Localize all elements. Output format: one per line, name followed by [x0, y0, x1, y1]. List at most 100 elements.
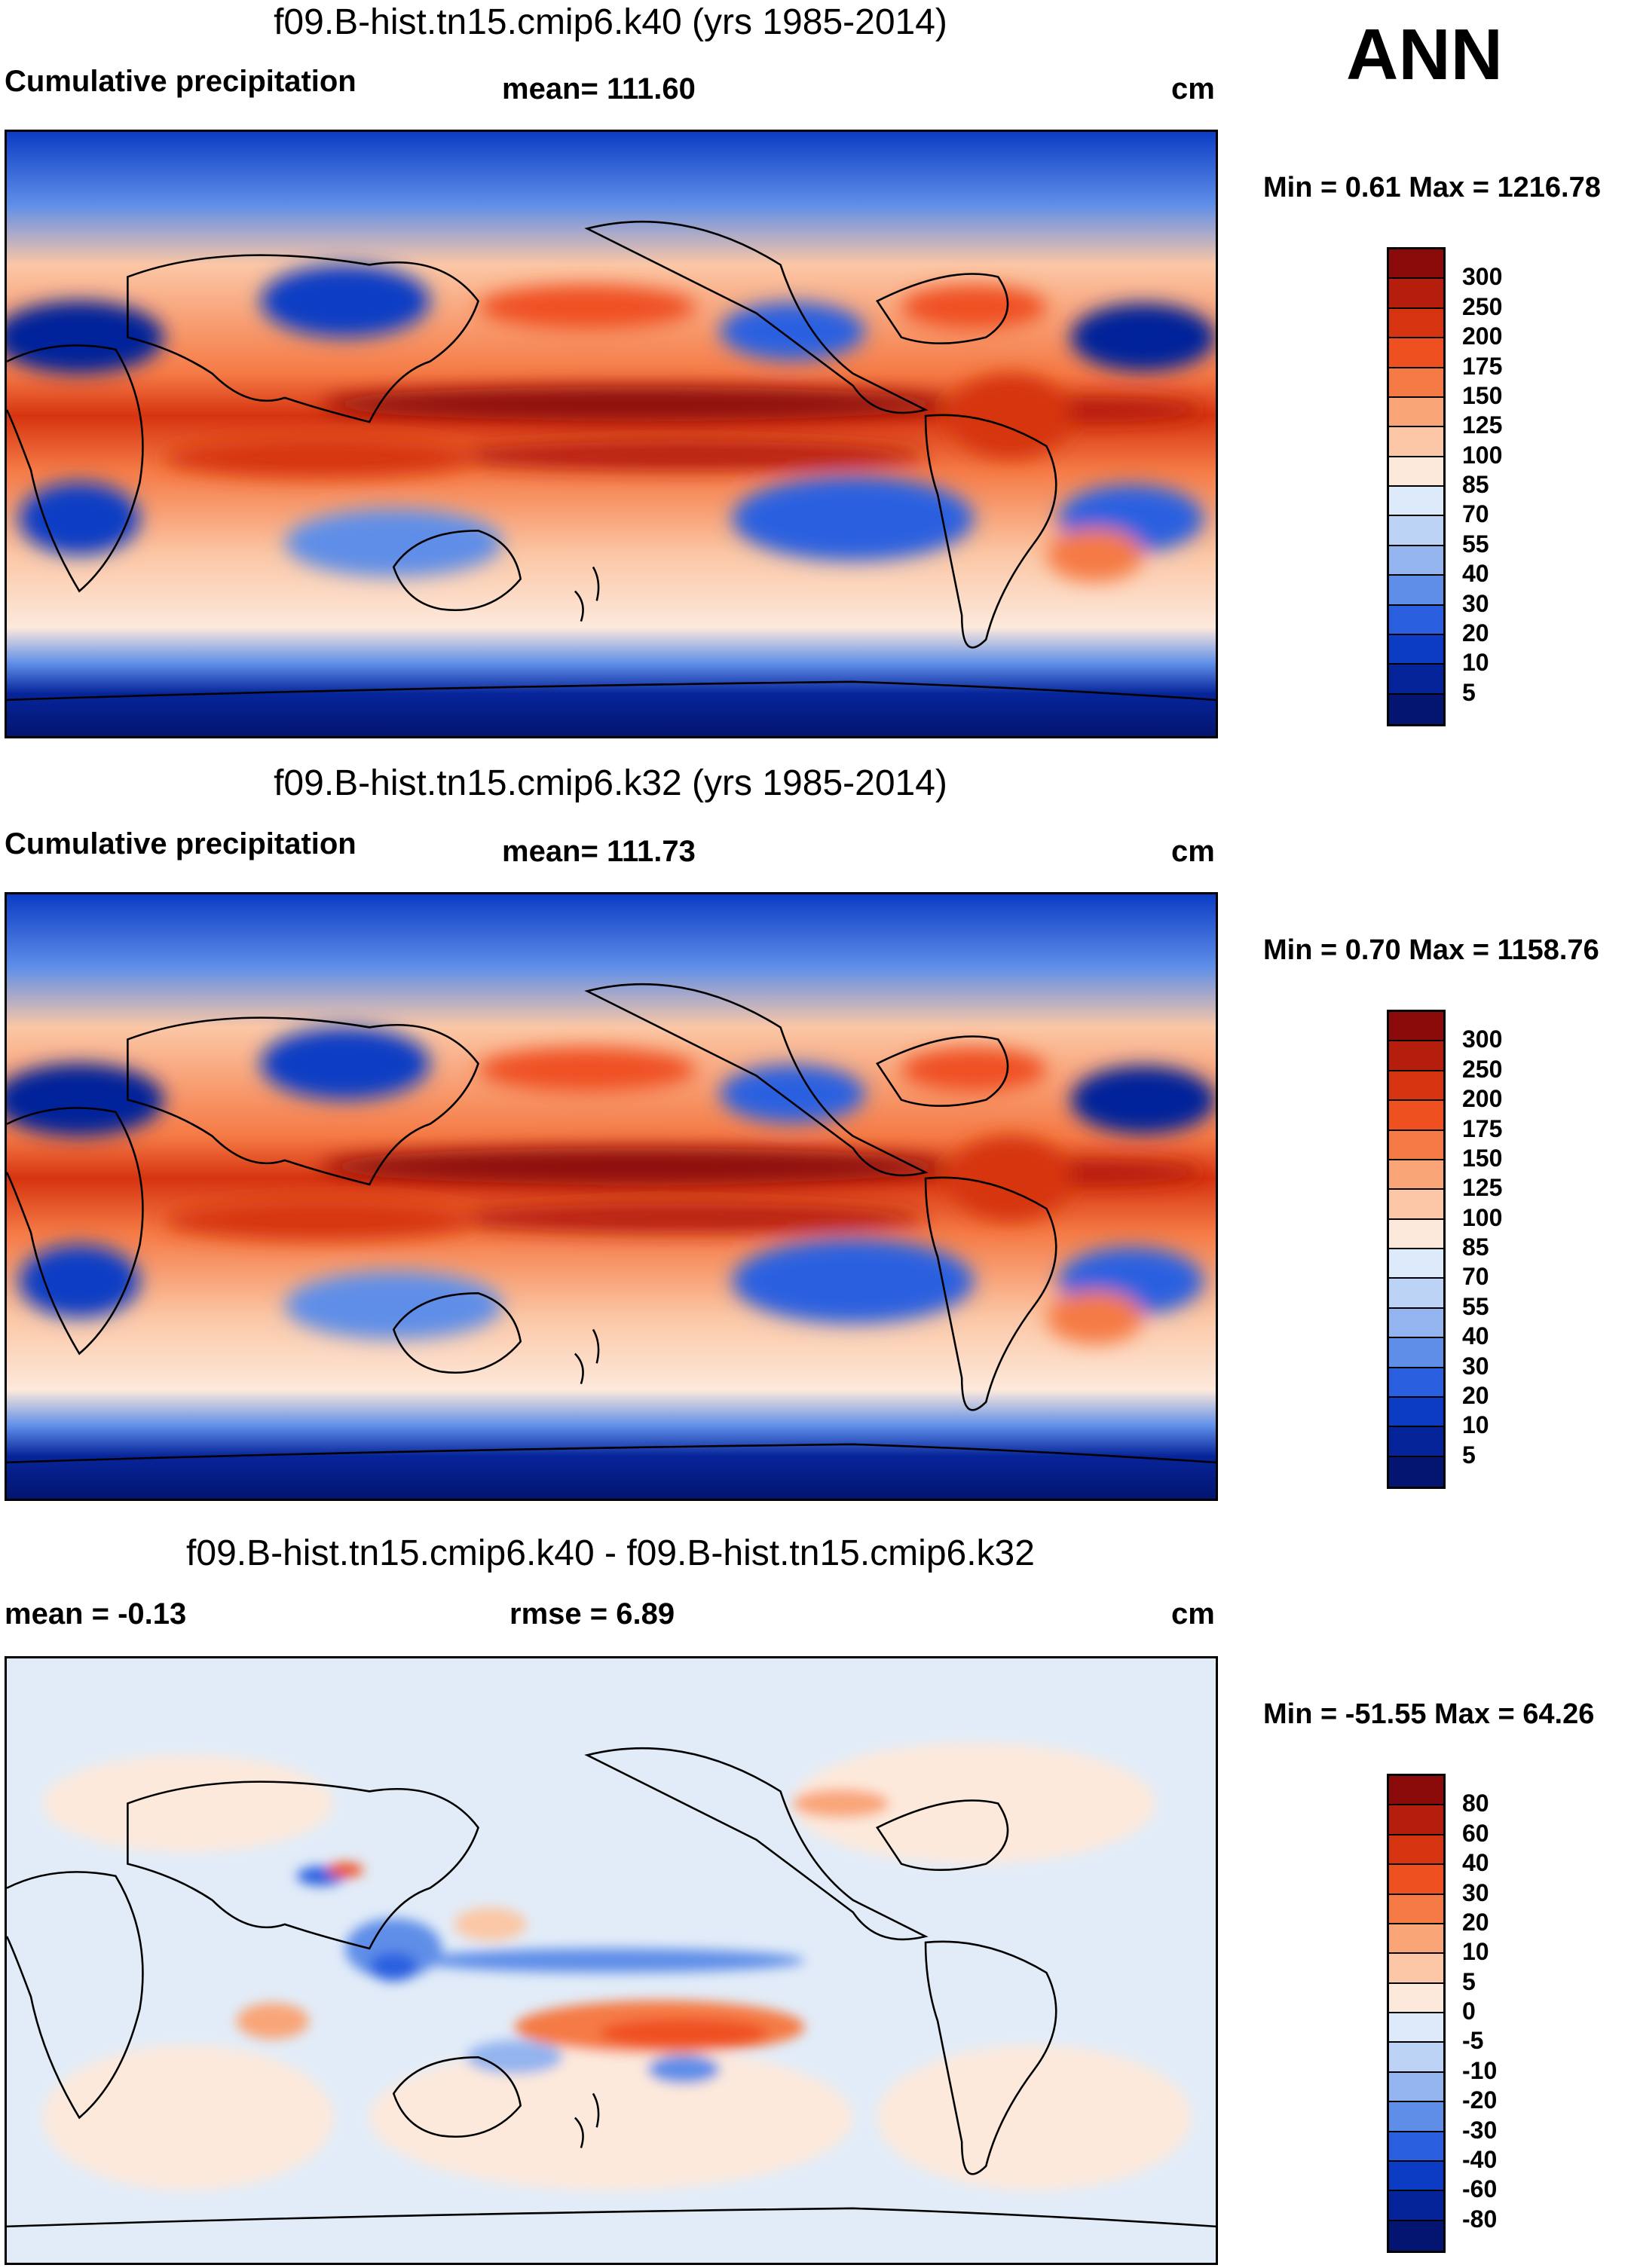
panel-3-colorbar-tick-label: -30: [1462, 2116, 1498, 2144]
panel-2-colorbar-labels: 300 250 200 175 150 125 100 85 70 55 40 30 20 10 5: [1462, 1010, 1553, 1489]
panel-1-colorbar-box: [1389, 487, 1443, 517]
panel-1-colorbar-tick-label: 125: [1462, 411, 1503, 439]
panel-3-colorbar-tick-label: 60: [1462, 1819, 1489, 1847]
panel-1-colorbar-box: [1389, 516, 1443, 546]
panel-2-colorbar-tick-label: 175: [1462, 1114, 1503, 1142]
panel-1-colorbar-box: [1389, 249, 1443, 280]
panel-1-colorbar-box: [1389, 576, 1443, 606]
panel-3-colorbar-labels: 80 60 40 30 20 10 5 0 -5 -10 -20 -30 -40 -60 -80: [1462, 1774, 1553, 2253]
panel-1-colorbar-tick-label: 40: [1462, 560, 1489, 588]
panel-1-title: f09.B-hist.tn15.cmip6.k40 (yrs 1985-2014…: [274, 2, 947, 42]
panel-2-colorbar-tick-label: 85: [1462, 1233, 1489, 1261]
panel-3-colorbar-box: [1389, 2072, 1443, 2103]
panel-3-colorbar-box: [1389, 2013, 1443, 2043]
panel-1-colorbar-tick-label: 20: [1462, 619, 1489, 646]
panel-1-colorbar-box: [1389, 279, 1443, 309]
panel-1-colorbar-labels: 300 250 200 175 150 125 100 85 70 55 40 30 20 10 5: [1462, 247, 1553, 726]
panel-2-title: f09.B-hist.tn15.cmip6.k32 (yrs 1985-2014…: [274, 763, 947, 803]
panel-1-colorbar-tick-label: 200: [1462, 322, 1503, 350]
panel-1-minmax-label: Min = 0.61 Max = 1216.78: [1263, 172, 1601, 203]
panel-3-colorbar-box: [1389, 1776, 1443, 1806]
panel-1-mean-label: mean= 111.60: [502, 72, 696, 105]
panel-1-colorbar-tick-label: 10: [1462, 649, 1489, 677]
panel-2-variable-label: Cumulative precipitation: [5, 827, 356, 860]
panel-2-colorbar-tick-label: 125: [1462, 1174, 1503, 1202]
panel-2-colorbar-box: [1389, 1249, 1443, 1279]
panel-1-colorbar-box: [1389, 546, 1443, 576]
panel-1-colorbar-box: [1389, 605, 1443, 635]
panel-2-colorbar-box: [1389, 1101, 1443, 1131]
panel-1-colorbar-tick-label: 30: [1462, 589, 1489, 617]
panel-3-colorbar-tick-label: -60: [1462, 2175, 1498, 2203]
panel-1-colorbar-box: [1389, 427, 1443, 457]
panel-3-rmse-label: rmse = 6.89: [509, 1597, 675, 1631]
panel-3-colorbar-box: [1389, 1894, 1443, 1924]
panel-3-colorbar-tick-label: -80: [1462, 2205, 1498, 2233]
panel-3-colorbar-tick-label: 20: [1462, 1908, 1489, 1936]
panel-3-colorbar-tick-label: -5: [1462, 2027, 1484, 2055]
panel-1-colorbar: [1387, 247, 1446, 726]
panel-3-map: [5, 1656, 1218, 2265]
panel-2-colorbar-tick-label: 30: [1462, 1352, 1489, 1380]
panel-3-colorbar-box: [1389, 2221, 1443, 2251]
panel-1-colorbar-box: [1389, 634, 1443, 665]
panel-2-colorbar-box: [1389, 1456, 1443, 1487]
panel-2-colorbar-tick-label: 5: [1462, 1441, 1476, 1469]
panel-3-minmax-label: Min = -51.55 Max = 64.26: [1263, 1698, 1595, 1730]
panel-1-colorbar-tick-label: 5: [1462, 678, 1476, 706]
panel-1-variable-label: Cumulative precipitation: [5, 65, 356, 98]
panel-2-colorbar-tick-label: 40: [1462, 1322, 1489, 1350]
panel-2-colorbar-box: [1389, 1130, 1443, 1160]
panel-2-colorbar-tick-label: 150: [1462, 1144, 1503, 1172]
panel-3-colorbar-tick-label: -10: [1462, 2056, 1498, 2084]
panel-1-units-label: cm: [1171, 72, 1215, 105]
panel-1-colorbar-box: [1389, 694, 1443, 724]
panel-1-map: [5, 130, 1218, 738]
panel-1-colorbar-tick-label: 250: [1462, 292, 1503, 320]
panel-2-colorbar-box: [1389, 1397, 1443, 1428]
panel-1-colorbar-box: [1389, 308, 1443, 339]
panel-1-coastlines: [7, 220, 1216, 701]
panel-3-colorbar-tick-label: 5: [1462, 1967, 1476, 1995]
panel-3-colorbar-tick-label: -40: [1462, 2145, 1498, 2173]
panel-2-colorbar-tick-label: 200: [1462, 1085, 1503, 1113]
panel-3-colorbar-box: [1389, 1954, 1443, 1984]
panel-3-title: f09.B-hist.tn15.cmip6.k40 - f09.B-hist.t…: [186, 1533, 1035, 1573]
panel-1-colorbar-box: [1389, 665, 1443, 695]
panel-2-colorbar-tick-label: 20: [1462, 1381, 1489, 1409]
panel-2-colorbar-box: [1389, 1308, 1443, 1339]
panel-2-map: [5, 892, 1218, 1501]
panel-2-colorbar-tick-label: 10: [1462, 1411, 1489, 1439]
panel-1-colorbar-box: [1389, 397, 1443, 428]
panel-2-mean-label: mean= 111.73: [502, 835, 696, 868]
season-label: ANN: [1346, 14, 1503, 95]
panel-3-colorbar-box: [1389, 2132, 1443, 2162]
panel-3-colorbar-tick-label: -20: [1462, 2086, 1498, 2114]
panel-1-colorbar-tick-label: 175: [1462, 352, 1503, 380]
panel-1-colorbar-tick-label: 300: [1462, 263, 1503, 291]
panel-1-colorbar-box: [1389, 338, 1443, 368]
panel-1-colorbar-tick-label: 55: [1462, 530, 1489, 558]
panel-2-colorbar-tick-label: 250: [1462, 1055, 1503, 1083]
panel-2-colorbar-box: [1389, 1338, 1443, 1368]
panel-2-colorbar-tick-label: 70: [1462, 1263, 1489, 1291]
panel-2-colorbar-box: [1389, 1219, 1443, 1249]
panel-3-colorbar-box: [1389, 1924, 1443, 1955]
panel-2-colorbar-box: [1389, 1427, 1443, 1457]
panel-2-colorbar-box: [1389, 1012, 1443, 1042]
panel-3-colorbar-tick-label: 40: [1462, 1849, 1489, 1877]
panel-3-colorbar-box: [1389, 2191, 1443, 2221]
panel-1-colorbar-tick-label: 100: [1462, 441, 1503, 469]
panel-3-colorbar-box: [1389, 2161, 1443, 2192]
panel-1-colorbar-box: [1389, 457, 1443, 487]
panel-3-colorbar: [1387, 1774, 1446, 2253]
panel-3-coastlines: [7, 1747, 1216, 2228]
panel-3-colorbar-box: [1389, 1805, 1443, 1835]
panel-3-colorbar-box: [1389, 2102, 1443, 2132]
panel-3-colorbar-tick-label: 80: [1462, 1790, 1489, 1817]
panel-3-colorbar-tick-label: 30: [1462, 1878, 1489, 1906]
panel-2-coastlines: [7, 983, 1216, 1464]
panel-3-colorbar-tick-label: 10: [1462, 1938, 1489, 1966]
panel-1-colorbar-tick-label: 70: [1462, 500, 1489, 528]
panel-2-colorbar-box: [1389, 1368, 1443, 1398]
